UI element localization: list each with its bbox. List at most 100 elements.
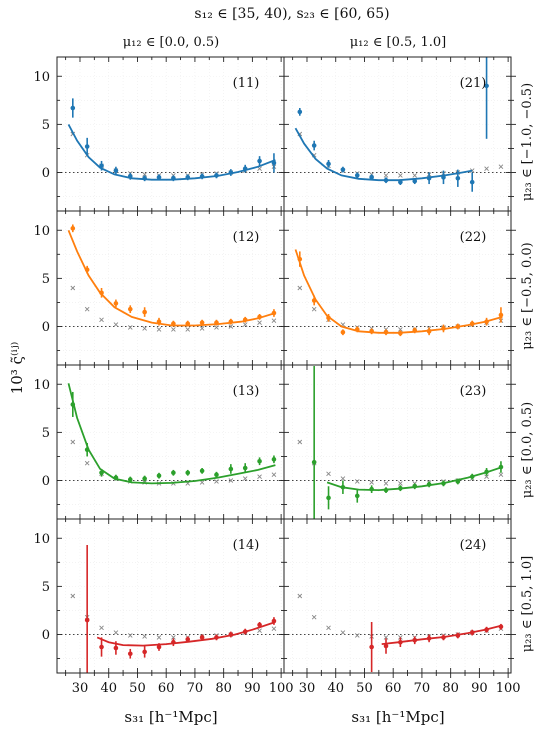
panel-frame (283, 518, 512, 674)
data-point (99, 644, 104, 650)
panel-annotation: (23) (460, 384, 487, 399)
data-point (455, 175, 461, 181)
reference-marker (297, 439, 303, 445)
reference-marker (70, 285, 76, 291)
reference-marker (297, 285, 303, 291)
x-tick-label: 30 (299, 681, 316, 696)
reference-marker (70, 439, 76, 445)
x-tick-label: 60 (385, 681, 402, 696)
data-point (326, 315, 331, 321)
reference-marker (214, 325, 219, 330)
data-point (426, 329, 432, 334)
reference-marker (326, 471, 331, 477)
data-point (354, 173, 360, 178)
reference-marker (340, 630, 346, 635)
panel-plot-area (57, 98, 284, 182)
data-point (142, 649, 147, 655)
data-point (84, 617, 90, 623)
reference-marker (242, 476, 248, 481)
data-point (297, 256, 303, 262)
x-tick-label: 80 (442, 681, 459, 696)
column-label-1: μ₁₂ ∈ [0.0, 0.5) (123, 35, 220, 50)
x-tick-label: 50 (129, 681, 146, 696)
data-point (469, 474, 475, 479)
reference-marker (354, 479, 360, 484)
reference-marker (214, 479, 219, 484)
x-tick-label: 70 (414, 681, 431, 696)
y-tick-label: 5 (42, 426, 50, 441)
model-curve (326, 466, 503, 492)
data-point (484, 469, 489, 475)
data-point (354, 327, 360, 332)
data-point (70, 226, 76, 231)
panel-annotation: (21) (460, 76, 487, 91)
x-tick-label: 80 (215, 681, 232, 696)
panel-2-1: (23) (283, 364, 516, 520)
data-point (228, 170, 234, 175)
reference-marker (99, 625, 104, 631)
data-point (484, 627, 489, 632)
x-tick-label: 100 (269, 681, 294, 696)
data-point (228, 319, 234, 324)
data-point (340, 167, 346, 172)
reference-marker (354, 633, 360, 638)
reference-marker (199, 326, 205, 331)
model-curve (96, 621, 276, 647)
data-point (142, 309, 147, 315)
x-tick-label: 40 (327, 681, 344, 696)
data-point (412, 178, 418, 184)
reference-marker (228, 478, 234, 483)
data-point (185, 175, 191, 180)
data-point (398, 485, 403, 491)
data-point (214, 635, 219, 640)
x-tick-label: 40 (100, 681, 117, 696)
reference-marker (271, 626, 277, 632)
data-point (257, 458, 262, 464)
reference-marker (185, 327, 191, 332)
panel-plot-area (284, 57, 511, 192)
x-tick-label: 100 (496, 681, 521, 696)
data-point (142, 175, 147, 181)
row-label-2: μ₂₃ ∈ [−0.5, 0.0) (520, 242, 535, 349)
data-point (469, 321, 475, 326)
reference-marker (369, 480, 374, 485)
data-point (242, 629, 248, 634)
reference-marker (156, 635, 162, 640)
reference-marker (171, 635, 176, 640)
reference-marker (383, 635, 389, 640)
data-point (484, 319, 489, 324)
data-point (484, 83, 489, 89)
reference-marker (398, 327, 403, 332)
data-point (99, 163, 104, 169)
x-tick-label: 60 (158, 681, 175, 696)
panel-3-1: 30 40 50 60 70 80 90 100 (24) (283, 518, 521, 696)
data-point (271, 457, 277, 462)
reference-marker (228, 324, 234, 329)
y-axis-label: 10³ ς̃⁽ⁱʲ⁾ (8, 342, 26, 395)
data-point (441, 481, 446, 486)
data-point (469, 630, 475, 635)
reference-marker (326, 625, 331, 631)
panel-plot-area (57, 544, 284, 673)
data-point (311, 143, 317, 148)
data-point (84, 267, 90, 273)
reference-marker (498, 164, 504, 170)
data-point (383, 487, 389, 493)
model-curve (294, 127, 473, 182)
data-point (171, 470, 176, 476)
reference-marker (127, 325, 133, 330)
data-point (156, 644, 162, 650)
reference-marker (383, 173, 389, 178)
panel-annotation: (12) (233, 230, 260, 245)
panel-1-0: 0 5 10 (12) (33, 210, 285, 366)
data-point (113, 645, 119, 651)
data-point (383, 643, 389, 649)
data-point (426, 482, 432, 487)
panel-1-1: (22) (283, 210, 516, 366)
data-point (171, 639, 176, 645)
data-point (242, 166, 248, 171)
data-point (455, 633, 461, 638)
data-point (498, 464, 504, 470)
panel-annotation: (13) (233, 384, 260, 399)
reference-marker (142, 326, 147, 331)
